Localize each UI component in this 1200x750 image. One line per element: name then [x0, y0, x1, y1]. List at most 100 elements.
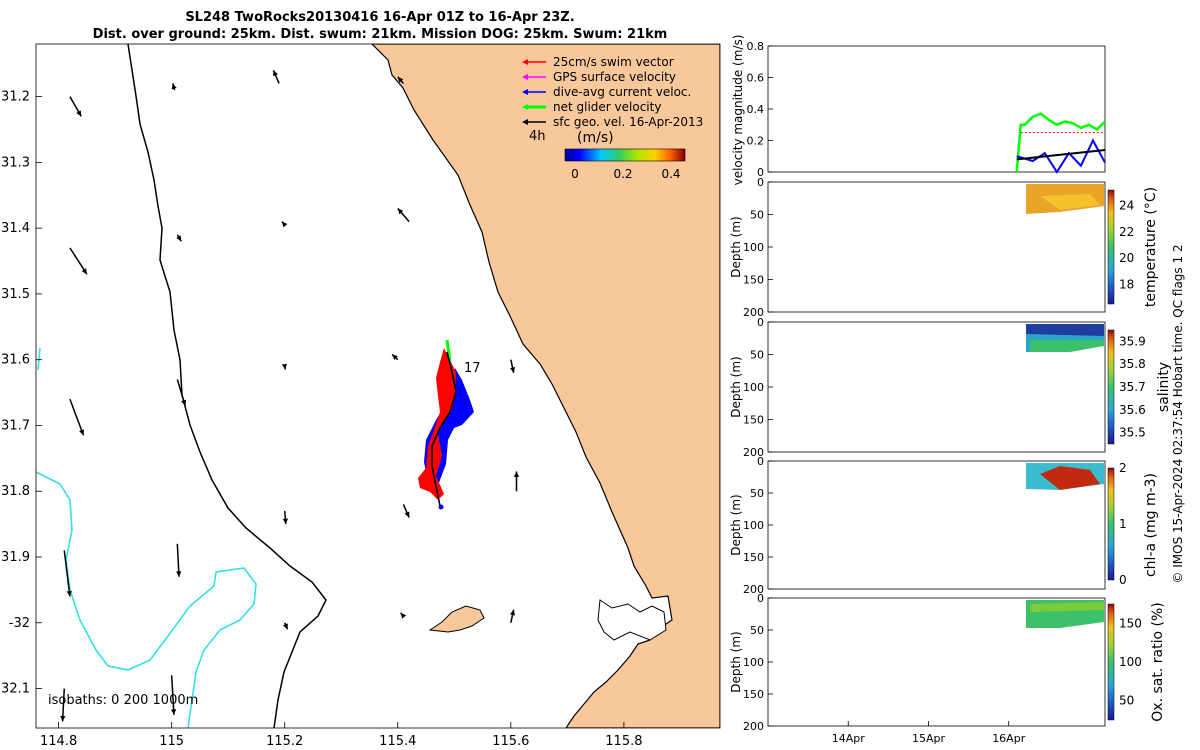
section-colorbar-tick-label: 22: [1119, 225, 1134, 239]
depth-tick-label: 200: [743, 720, 764, 733]
estuary: [597, 599, 667, 641]
velocity-line: [1015, 112, 1106, 173]
colorbar-tick-label: 0.4: [661, 167, 680, 181]
map-ytick-label: 31.3: [1, 155, 30, 170]
colorbar-tick-label: 0.2: [613, 167, 632, 181]
salinity-ylabel: Depth (m): [729, 356, 743, 417]
section-colorbar-tick-label: 50: [1119, 694, 1134, 708]
geo-vector-arrow: [69, 398, 85, 436]
geo-vector-arrow: [69, 96, 82, 117]
map-xtick-label: 115.4: [379, 734, 416, 749]
map-frame: [35, 43, 721, 729]
map-ytick-label: -32: [9, 616, 30, 631]
map-ytick-label: 31.7: [1, 418, 30, 433]
oxygen-section-top: [1030, 602, 1104, 612]
depth-tick-label: 0: [757, 455, 764, 468]
map-xtick-label: 115.6: [492, 734, 529, 749]
swim-vector-shading: [418, 348, 456, 500]
section-colorbar-tick-label: 100: [1119, 655, 1142, 669]
section-colorbar-tick-label: 35.8: [1119, 357, 1146, 371]
section-colorbar-tick-labels: 18 20 22 24 35.5 35.6 35.7 35.8 35.9 0 1 2 50 100 150: [1119, 199, 1146, 708]
land-mass: [371, 44, 720, 728]
depth-tick-labels: 0501001502000501001502000501001502000501…: [743, 176, 773, 733]
time-tick-label: 14Apr: [832, 732, 866, 745]
section-colorbar-tick-label: 1: [1119, 517, 1127, 531]
colorbar-tick-labels: 0 0.2 0.4: [571, 167, 680, 181]
chla-ylabel: Depth (m): [729, 494, 743, 555]
legend-label: GPS surface velocity: [553, 70, 676, 84]
geo-vector-field: [60, 70, 520, 722]
section-colorbar-tick-label: 35.6: [1119, 403, 1146, 417]
temperature-panel: Depth (m) temperature (°C): [729, 181, 1159, 313]
legend-item: 25cm/s swim vector: [522, 55, 674, 69]
depth-tick-label: 200: [743, 306, 764, 319]
map-xtick-label: 115.8: [605, 734, 642, 749]
velocity-series: [1015, 112, 1106, 174]
salinity-panel: Depth (m) salinity: [729, 321, 1172, 453]
velocity-ytick-label: 0.8: [747, 40, 765, 53]
section-colorbar-tick-label: 0: [1119, 573, 1127, 587]
section-colorbar-tick-label: 18: [1119, 277, 1134, 291]
geo-vector-arrow: [272, 70, 280, 84]
time-tick-label: 16Apr: [992, 732, 1026, 745]
salinity-colorbar: [1107, 329, 1115, 445]
geo-vector-arrow: [63, 550, 72, 597]
oxygen-panel: Depth (m) Ox. sat. ratio (%): [729, 597, 1166, 727]
geo-vector-arrow: [282, 510, 288, 525]
depth-tick-label: 150: [743, 688, 764, 701]
depth-tick-label: 50: [750, 624, 764, 637]
legend-label: net glider velocity: [553, 100, 661, 114]
map-ytick-label: 31.5: [1, 287, 30, 302]
velocity-ylabel: velocity magnitude (m/s): [731, 35, 745, 186]
geo-vector-arrow: [281, 363, 287, 370]
geo-vector-arrow: [283, 622, 289, 630]
temperature-section-warm: [1040, 194, 1100, 210]
geo-vector-arrow: [400, 612, 407, 619]
velocity-line: [1016, 138, 1106, 174]
legend-arrowhead: [522, 74, 528, 80]
geo-vector-arrow: [69, 247, 88, 275]
geo-vector-arrow: [60, 688, 66, 722]
depth-tick-label: 50: [750, 349, 764, 362]
depth-tick-label: 0: [757, 592, 764, 605]
map-ytick-label: 31.9: [1, 550, 30, 565]
temperature-ylabel: Depth (m): [729, 216, 743, 277]
velocity-line: [1016, 148, 1106, 161]
chla-cbar-label: chl-a (mg m-3): [1143, 473, 1159, 577]
geo-vector-arrow: [281, 221, 288, 228]
section-colorbar-tick-label: 2: [1119, 461, 1127, 475]
map-xtick-label: 115.2: [266, 734, 303, 749]
legend-arrowhead: [522, 59, 528, 65]
legend-label: 25cm/s swim vector: [553, 55, 674, 69]
legend-time-step: 4h: [529, 129, 546, 144]
map-ytick-label: 31.8: [1, 484, 30, 499]
track-end-marker: [438, 504, 444, 510]
geo-vector-arrow: [176, 234, 182, 242]
map-ytick-label: 32.1: [1, 682, 30, 697]
map-xtick-label: 115: [159, 734, 184, 749]
salinity-section-deep: [1030, 340, 1104, 352]
geo-vector-arrow: [391, 353, 399, 361]
footer-credit: © IMOS 15-Apr-2024 02:37:54 Hobart time.…: [1171, 244, 1185, 583]
legend-item: GPS surface velocity: [522, 70, 676, 84]
depth-tick-label: 100: [743, 241, 764, 254]
section-colorbar-tick-label: 20: [1119, 251, 1134, 265]
speed-colorbar: [564, 148, 686, 162]
section-colorbar-tick-label: 150: [1119, 616, 1142, 630]
oxygen-cbar-label: Ox. sat. ratio (%): [1150, 602, 1166, 721]
map-ytick-label: 31.4: [1, 221, 30, 236]
depth-tick-label: 50: [750, 487, 764, 500]
track-label: 17: [464, 361, 481, 376]
salinity-cbar-label: salinity: [1156, 362, 1172, 412]
legend-arrowhead: [522, 89, 528, 95]
section-colorbar-tick-label: 35.7: [1119, 380, 1146, 394]
section-panels: Depth (m) temperature (°C) Depth (m) sal…: [729, 176, 1172, 745]
depth-tick-label: 150: [743, 551, 764, 564]
legend-item: dive-avg current veloc.: [522, 85, 691, 99]
isobath-1000m: [36, 347, 257, 728]
geo-vector-arrow: [397, 207, 410, 223]
depth-tick-label: 100: [743, 519, 764, 532]
